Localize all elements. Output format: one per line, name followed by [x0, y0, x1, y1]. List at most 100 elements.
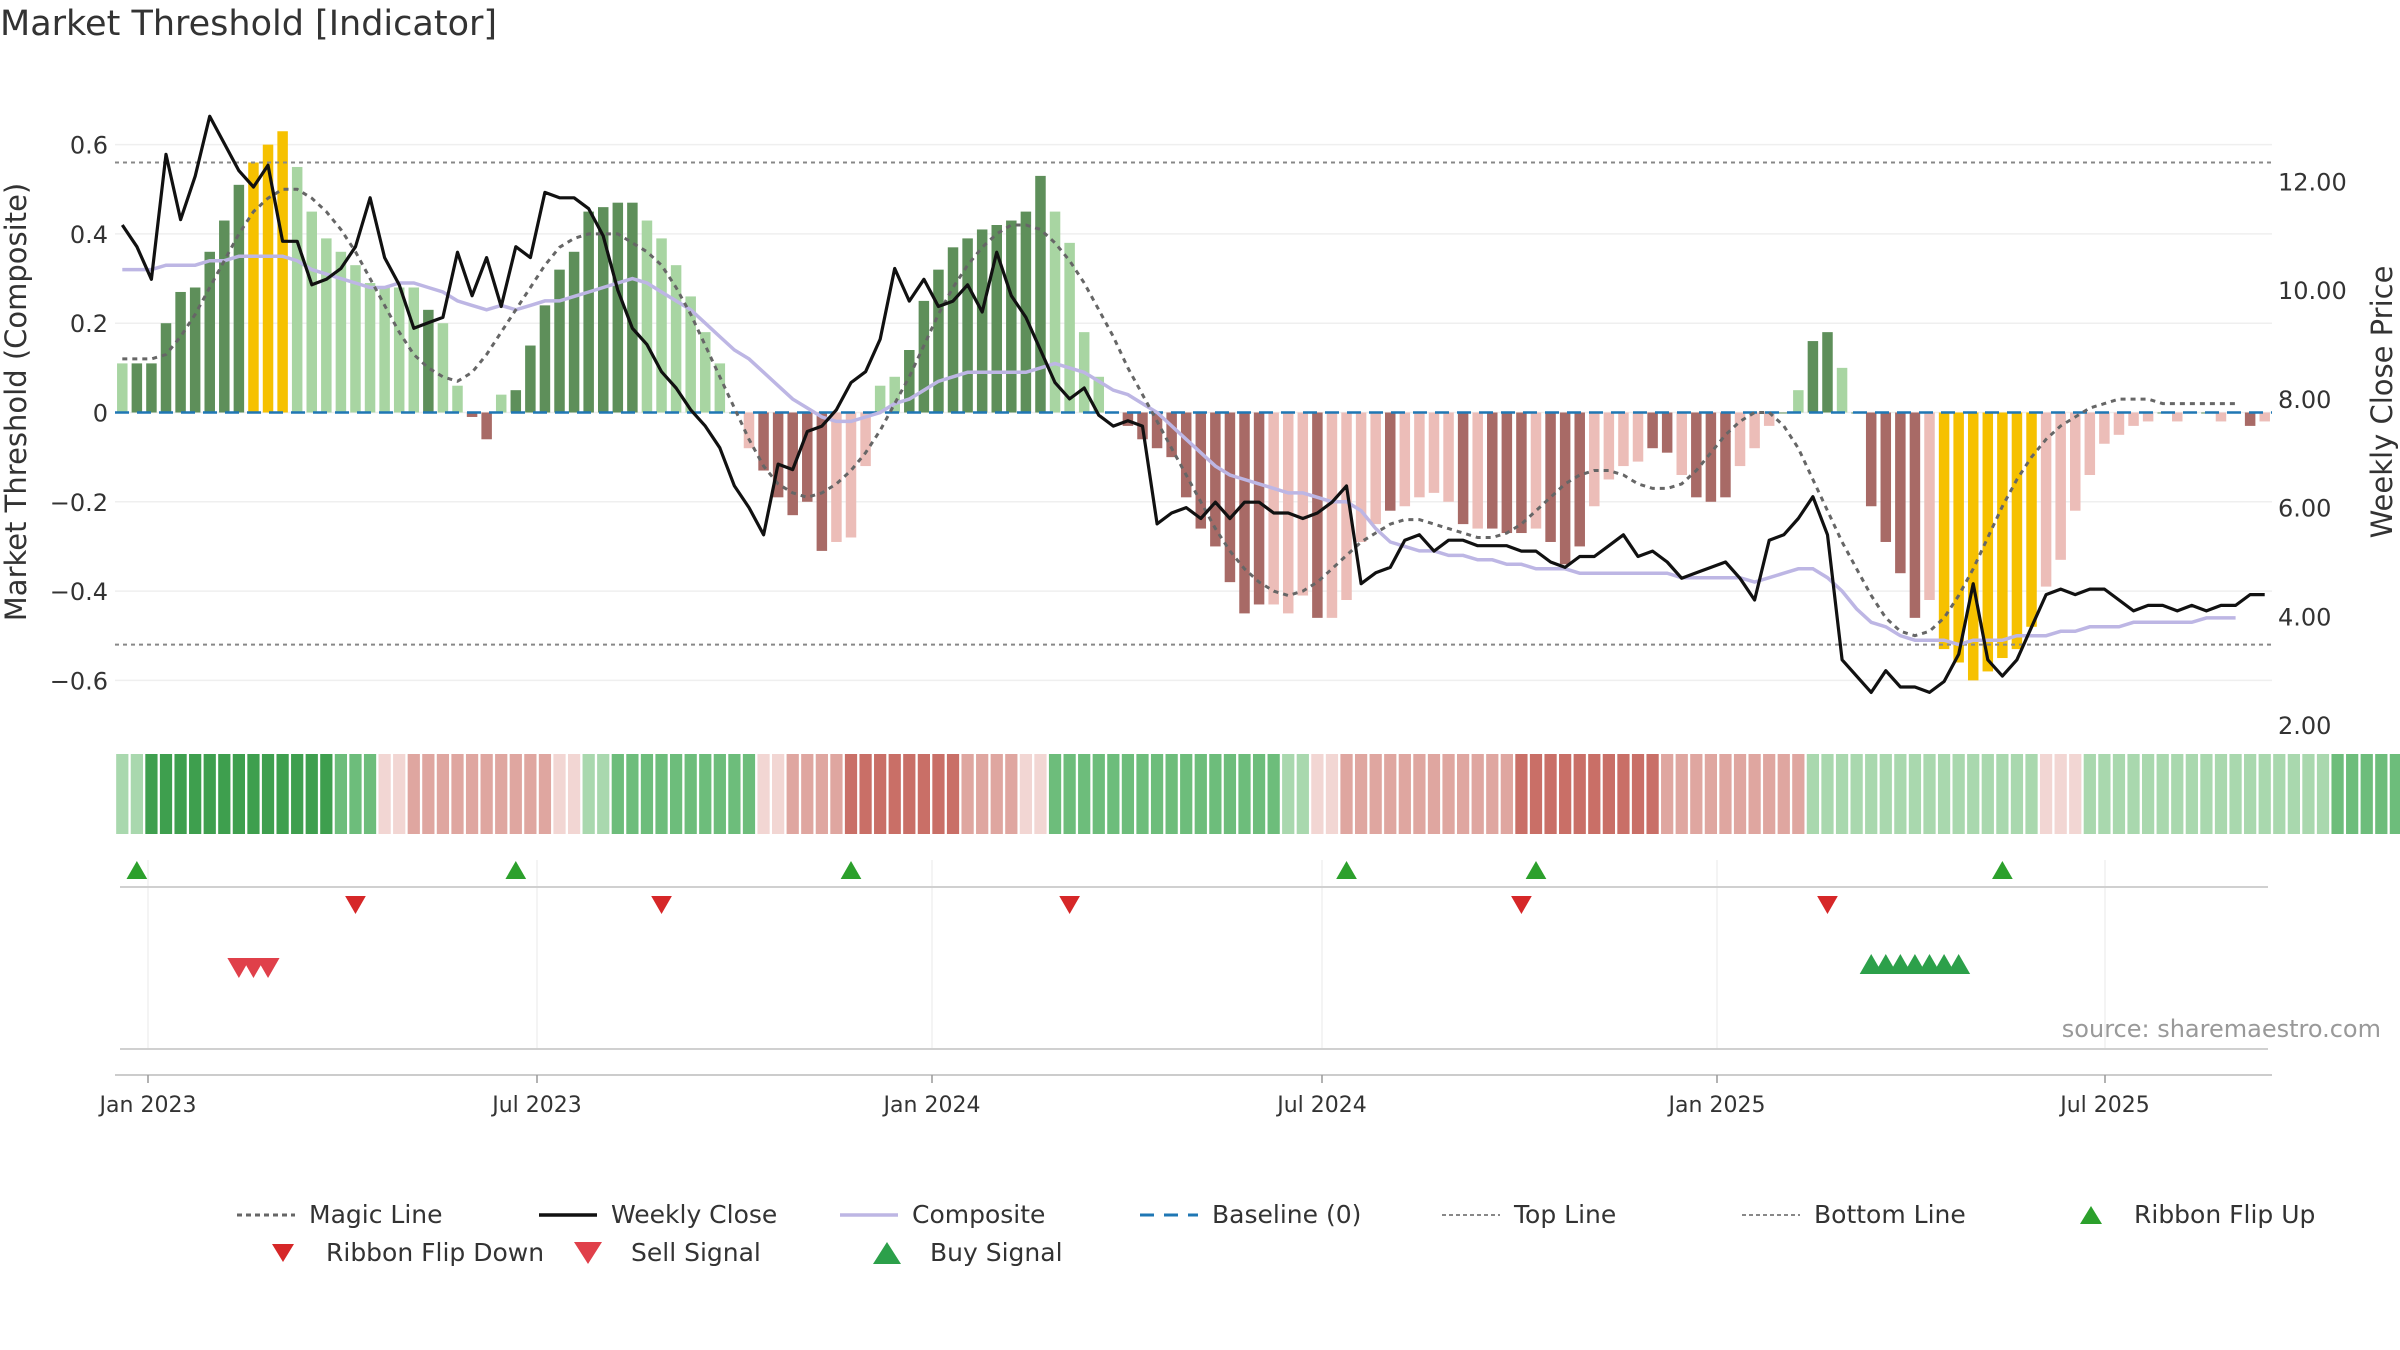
composite-bar	[1210, 412, 1221, 547]
legend-swatch-flipdown	[252, 1241, 314, 1265]
legend-swatch-top	[1440, 1203, 1502, 1227]
y-axis-right-label: Weekly Close Price	[2365, 266, 2399, 539]
composite-bar	[1734, 412, 1746, 467]
composite-bar	[495, 394, 507, 413]
composite-bar	[772, 412, 784, 498]
ribbon-flip-up-marker	[1525, 861, 1547, 879]
ribbon-cell	[1865, 754, 1878, 834]
ribbon-cell	[261, 754, 275, 834]
ribbon-cell	[2258, 754, 2271, 834]
ribbon-cell	[1325, 754, 1339, 834]
ribbon-cell	[247, 754, 260, 834]
sell-signal-marker	[227, 958, 251, 978]
ribbon-cell	[1150, 754, 1164, 834]
ribbon-cell	[1500, 754, 1513, 834]
composite-bar	[437, 323, 449, 413]
ribbon-cell	[1471, 754, 1484, 834]
composite-bar	[1166, 412, 1177, 458]
ribbon-cell	[2346, 754, 2359, 834]
x-tick-label: Jul 2023	[490, 1093, 582, 1118]
composite-bar	[1720, 412, 1731, 498]
ribbon-cell	[640, 754, 654, 834]
composite-bar	[1807, 341, 1819, 413]
ribbon-cell	[291, 754, 304, 834]
composite-bar	[2142, 412, 2154, 422]
ribbon-cell	[786, 754, 799, 834]
buy-signal-marker	[1932, 954, 1956, 974]
right-tick-label: 10.00	[2278, 277, 2347, 305]
ribbon-cell	[2069, 754, 2082, 834]
ribbon-cell	[815, 754, 828, 834]
ribbon-cell	[2185, 754, 2198, 834]
legend-label: Bottom Line	[1814, 1200, 1966, 1229]
composite-bar	[1822, 332, 1833, 413]
composite-bar	[1326, 412, 1338, 618]
ribbon-cell	[655, 754, 668, 834]
magic-line	[122, 187, 2236, 638]
composite-bar	[1253, 412, 1265, 605]
composite-bar	[1763, 412, 1775, 426]
ribbon-cell	[1661, 754, 1674, 834]
composite-bar	[1487, 412, 1498, 529]
ribbon-cell	[2171, 754, 2184, 834]
composite-bar	[131, 363, 143, 413]
ribbon-cell	[844, 754, 858, 834]
ribbon-cell	[116, 754, 129, 834]
legend-label: Sell Signal	[631, 1238, 761, 1267]
right-tick-label: 8.00	[2278, 386, 2331, 414]
composite-bar	[1705, 412, 1717, 502]
composite-bar	[1589, 412, 1600, 507]
composite-bar	[189, 287, 201, 413]
ribbon-strip	[116, 754, 2400, 834]
legend-item-flipup: Ribbon Flip Up	[2060, 1200, 2315, 1229]
composite-bar	[2259, 412, 2270, 422]
composite-bar	[1064, 242, 1075, 413]
composite-bar	[1049, 211, 1061, 413]
composite-bar	[1501, 412, 1513, 534]
ribbon-cell	[276, 754, 289, 834]
composite-bar	[1414, 412, 1425, 498]
ribbon-cell	[1733, 754, 1747, 834]
legend-label: Magic Line	[309, 1200, 443, 1229]
composite-bar	[1661, 412, 1673, 453]
ribbon-cell	[422, 754, 435, 834]
composite-bar	[1355, 412, 1367, 542]
composite-bar	[1370, 412, 1381, 525]
ribbon-cell	[436, 754, 450, 834]
composite-bar	[146, 363, 157, 413]
legend-item-sell: Sell Signal	[557, 1238, 761, 1267]
composite-bar	[2172, 412, 2183, 422]
ribbon-cell	[669, 754, 683, 834]
x-tick-label: Jan 2023	[98, 1093, 197, 1118]
legend-item-magic: Magic Line	[235, 1200, 443, 1229]
composite-bar	[1749, 412, 1760, 449]
ribbon-cell	[1048, 754, 1062, 834]
legend-item-top: Top Line	[1440, 1200, 1616, 1229]
legend-label: Composite	[912, 1200, 1046, 1229]
composite-bar	[1093, 376, 1105, 413]
composite-bar	[510, 390, 522, 413]
ribbon-cell	[917, 754, 930, 834]
right-tick-label: 12.00	[2278, 169, 2347, 197]
ribbon-flip-up-marker	[126, 861, 148, 879]
ribbon-cell	[2331, 754, 2344, 834]
ribbon-cell	[2112, 754, 2126, 834]
composite-bar	[539, 305, 551, 413]
ribbon-cell	[393, 754, 406, 834]
composite-bar	[860, 412, 871, 467]
ribbon-cell	[1850, 754, 1863, 834]
composite-bar	[976, 229, 988, 413]
ribbon-cell	[1296, 754, 1309, 834]
composite-bar	[933, 269, 944, 413]
ribbon-cell	[582, 754, 595, 834]
ribbon-flip-down-marker	[651, 896, 672, 914]
ribbon-cell	[1252, 754, 1266, 834]
ribbon-cell	[1748, 754, 1761, 834]
ribbon-cell	[1019, 754, 1033, 834]
ribbon-cell	[859, 754, 872, 834]
ribbon-cell	[2083, 754, 2096, 834]
legend-item-flipdown: Ribbon Flip Down	[252, 1238, 544, 1267]
ribbon-cell	[1646, 754, 1659, 834]
weekly-close-line	[120, 114, 2265, 695]
composite-bar	[2055, 412, 2066, 560]
